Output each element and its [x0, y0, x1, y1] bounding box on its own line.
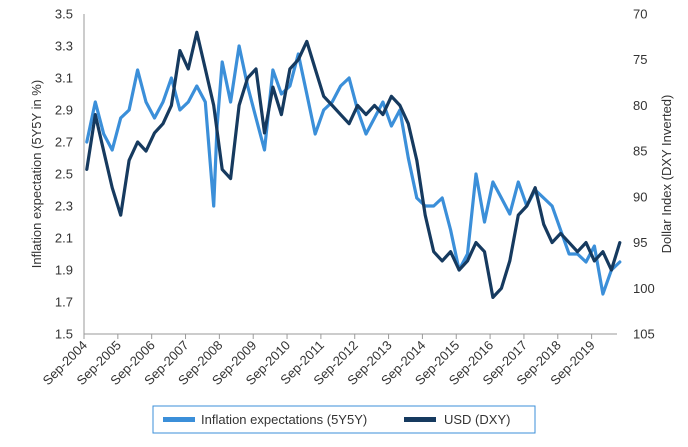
right-tick-label: 100 — [633, 281, 655, 296]
legend-label-0: Inflation expectations (5Y5Y) — [201, 412, 367, 427]
right-tick-label: 70 — [633, 7, 647, 22]
left-tick-label: 2.7 — [55, 135, 73, 150]
right-tick-label: 95 — [633, 235, 647, 250]
left-tick-label: 2.5 — [55, 167, 73, 182]
left-tick-label: 2.9 — [55, 103, 73, 118]
legend-label-1: USD (DXY) — [444, 412, 510, 427]
legend-box — [152, 405, 536, 434]
series-line-1 — [85, 30, 622, 299]
left-tick-label: 1.7 — [55, 295, 73, 310]
left-axis-title: Inflation expectation (5Y5Y in %) — [29, 80, 44, 268]
left-tick-label: 3.5 — [55, 7, 73, 22]
left-tick-label: 2.1 — [55, 231, 73, 246]
left-tick-label: 1.5 — [55, 327, 73, 342]
right-tick-label: 85 — [633, 144, 647, 159]
right-tick-label: 105 — [633, 327, 655, 342]
left-tick-label: 3.3 — [55, 39, 73, 54]
series-line-0 — [85, 44, 622, 296]
left-tick-label: 1.9 — [55, 263, 73, 278]
right-tick-label: 75 — [633, 52, 647, 67]
left-tick-label: 2.3 — [55, 199, 73, 214]
right-tick-label: 90 — [633, 189, 647, 204]
right-tick-label: 80 — [633, 98, 647, 113]
right-axis-title: Dollar Index (DXY Inverted) — [659, 95, 674, 254]
left-tick-label: 3.1 — [55, 71, 73, 86]
